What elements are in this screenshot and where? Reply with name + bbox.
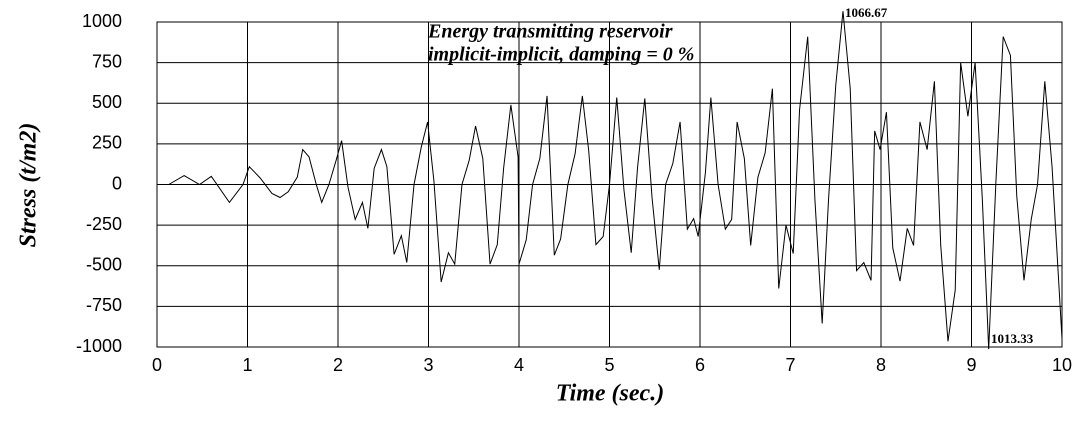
annotation: 1013.33 bbox=[991, 331, 1034, 346]
chart-title: Energy transmitting reservoir bbox=[427, 21, 673, 43]
annotation: 1066.67 bbox=[845, 5, 888, 20]
x-axis-label: Time (sec.) bbox=[556, 381, 664, 407]
y-tick-label: 750 bbox=[92, 51, 122, 71]
x-tick-label: 10 bbox=[1052, 355, 1072, 375]
y-tick-label: -250 bbox=[86, 214, 122, 234]
x-tick-label: 7 bbox=[785, 355, 795, 375]
x-tick-label: 3 bbox=[423, 355, 433, 375]
y-tick-label: 1000 bbox=[82, 11, 122, 31]
y-tick-label: 250 bbox=[92, 133, 122, 153]
data-line bbox=[168, 11, 1063, 350]
x-tick-label: 9 bbox=[966, 355, 976, 375]
x-tick-label: 0 bbox=[152, 355, 162, 375]
y-tick-label: -1000 bbox=[76, 336, 122, 356]
y-tick-label: -750 bbox=[86, 295, 122, 315]
x-tick-label: 2 bbox=[333, 355, 343, 375]
y-tick-label: -500 bbox=[86, 255, 122, 275]
y-axis-label: Stress (t/m2) bbox=[16, 123, 42, 248]
x-tick-label: 5 bbox=[604, 355, 614, 375]
y-tick-label: 500 bbox=[92, 92, 122, 112]
chart-title: implicit-implicit, damping = 0 % bbox=[428, 44, 694, 66]
y-tick-label: 0 bbox=[112, 173, 122, 193]
x-tick-label: 4 bbox=[514, 355, 524, 375]
x-tick-label: 1 bbox=[242, 355, 252, 375]
x-tick-label: 8 bbox=[876, 355, 886, 375]
x-tick-label: 6 bbox=[695, 355, 705, 375]
